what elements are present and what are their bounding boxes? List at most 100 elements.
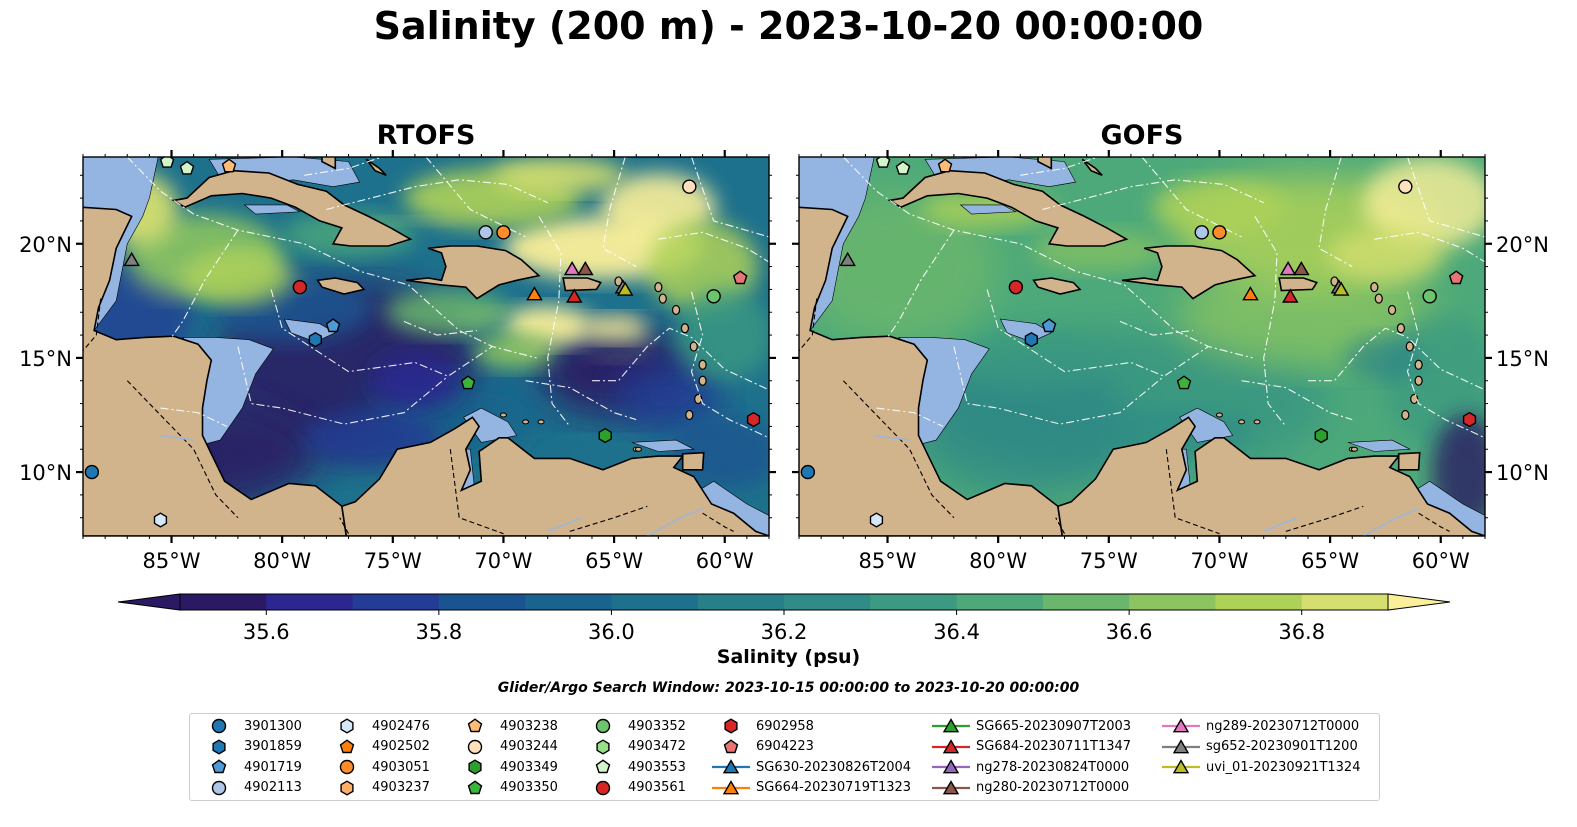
land (1278, 277, 1319, 292)
colorbar-segment (611, 594, 699, 610)
island (1396, 323, 1406, 334)
legend-label: 4903472 (628, 739, 686, 754)
legend-marker (595, 759, 611, 774)
swirl-feature (370, 214, 460, 227)
legend-marker (339, 759, 355, 775)
colorbar-label: Salinity (psu) (716, 646, 861, 668)
legend-item: SG665-20230907T2003 (930, 716, 1131, 736)
island (1238, 419, 1246, 425)
eez-boundary (1042, 179, 1264, 211)
river (874, 434, 910, 441)
legend-symbol (595, 780, 611, 795)
legend-marker (468, 759, 482, 775)
land (1037, 157, 1053, 170)
eez-boundary (658, 231, 769, 263)
salinity-feature (1345, 335, 1426, 381)
island (689, 341, 698, 352)
legend-item: ng289-20230712T0000 (1160, 716, 1359, 736)
legend-label: 4903051 (372, 759, 430, 775)
lon-tick-label: 65°W (1301, 549, 1359, 573)
island (658, 293, 667, 304)
legend-symbol (212, 738, 226, 755)
legend-marker (595, 780, 611, 795)
legend-label: 4902502 (372, 739, 430, 754)
island (698, 359, 707, 370)
land (961, 157, 977, 158)
island (1410, 393, 1419, 405)
land (365, 158, 387, 177)
legend-marker (211, 780, 227, 795)
eez-boundary (876, 407, 944, 427)
island (1253, 419, 1261, 425)
map-frame (798, 156, 1486, 537)
colorbar-segment (784, 594, 871, 610)
legend-marker (932, 779, 970, 794)
river (1263, 516, 1298, 533)
observation-marker-SG630 (123, 251, 140, 267)
legend-item: 4903238 (454, 716, 558, 736)
island (1374, 293, 1383, 304)
legend-symbol (1172, 759, 1190, 774)
map-panel-rtofs (83, 157, 769, 536)
colorbar-over-arrow (1387, 593, 1451, 611)
swirl-feature (126, 260, 196, 303)
eez-boundary (986, 289, 1209, 377)
swirl-feature (591, 320, 650, 360)
legend-symbol (1172, 718, 1190, 733)
map-figure: 85°W 80°W 75°W 70°W 65°W 60°W 20°N 15°N 10°N 85°W… (19, 150, 1549, 644)
observation-marker-4903350 (460, 375, 476, 390)
lon-tick-label: 85°W (143, 549, 201, 573)
legend-symbol (942, 718, 960, 733)
island (698, 375, 707, 386)
eez-boundary (690, 291, 769, 439)
legend-marker (467, 739, 483, 754)
legend-marker (932, 738, 970, 753)
eez-boundary (237, 346, 449, 425)
salinity-feature (909, 357, 1131, 495)
island (1350, 446, 1358, 452)
legend-symbol (468, 759, 482, 775)
colorbar-segment (1129, 594, 1216, 610)
observation-marker-6902958 (1462, 411, 1477, 428)
lon-tick-label: 70°W (1190, 549, 1248, 573)
legend-item: 4903244 (454, 737, 558, 757)
legend-symbol (723, 738, 739, 753)
observation-marker-4902476 (153, 512, 168, 528)
colorbar-segment (1301, 594, 1389, 610)
land (245, 157, 261, 158)
legend-marker (467, 718, 483, 733)
legend-item: ng280-20230712T0000 (930, 778, 1129, 798)
legend-item: 4902113 (198, 778, 302, 798)
eez-boundary (1141, 157, 1242, 238)
observation-marker-4903553 (179, 160, 195, 175)
legend-label: ng278-20230824T0000 (976, 759, 1130, 775)
eez-boundary (842, 157, 1253, 359)
legend-symbol (339, 759, 355, 775)
island (1414, 359, 1423, 370)
salinity-feature (1327, 227, 1443, 283)
map-panel-gofs (799, 157, 1485, 536)
swirl-feature (193, 251, 306, 291)
legend-symbol (596, 738, 610, 755)
legend-label: SG684-20230711T1347 (976, 739, 1132, 754)
eez-boundary (171, 229, 239, 338)
country-border (449, 449, 504, 535)
island (522, 419, 530, 425)
legend-item: 4903553 (582, 757, 686, 777)
lat-tick-label: 10°N (1496, 461, 1549, 485)
observation-marker-3901859 (308, 331, 322, 348)
colorbar-segment (1215, 594, 1303, 610)
legend-label: uvi_01-20230921T1324 (1206, 759, 1361, 775)
eez-boundary (1406, 291, 1485, 439)
eez-boundary (525, 380, 637, 421)
legend-item: sg652-20230901T1200 (1160, 737, 1358, 757)
lat-tick-label: 20°N (1496, 233, 1549, 257)
observation-marker-4902113 (1194, 225, 1209, 240)
legend-marker (340, 718, 354, 734)
observation-marker-3901859 (1024, 331, 1039, 348)
legend-marker (467, 779, 483, 794)
eez-boundary (160, 407, 228, 427)
colorbar-segment (525, 594, 612, 610)
island (680, 323, 690, 334)
shelf-area (959, 204, 1018, 215)
